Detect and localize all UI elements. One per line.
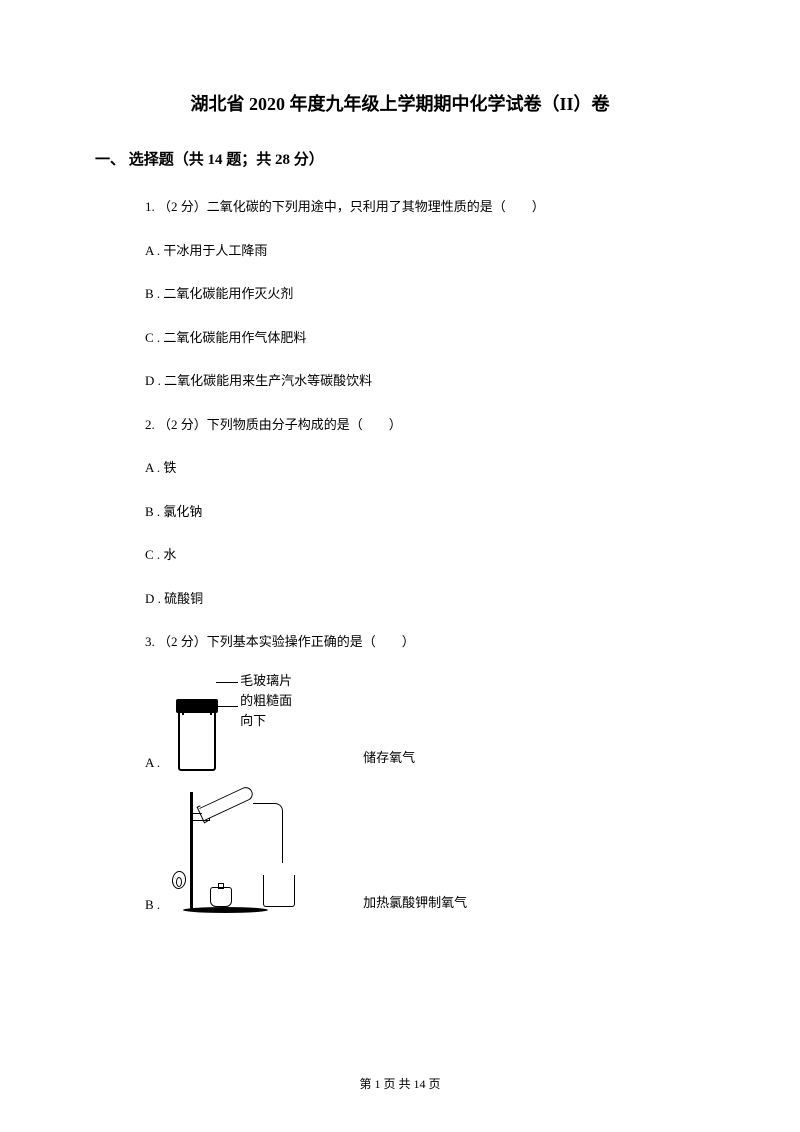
beaker-icon <box>263 875 295 907</box>
question-3: 3. （2 分）下列基本实验操作正确的是（ ） <box>145 632 705 652</box>
q3-option-a-row: A . 毛玻璃片 的粗糙面 向下 储存氧气 <box>145 676 705 771</box>
q2-option-b: B . 氯化钠 <box>145 502 705 522</box>
q3-option-a-text: 储存氧气 <box>363 747 415 766</box>
diagram-bottle: 毛玻璃片 的粗糙面 向下 <box>168 676 323 771</box>
page-title: 湖北省 2020 年度九年级上学期期中化学试卷（II）卷 <box>95 90 705 116</box>
ann-line-1: 毛玻璃片 <box>240 671 292 691</box>
q2-option-a: A . 铁 <box>145 458 705 478</box>
q2-option-c: C . 水 <box>145 545 705 565</box>
q3-option-b-label: B . <box>145 897 160 913</box>
question-2: 2. （2 分）下列物质由分子构成的是（ ） <box>145 415 705 435</box>
ann-line-2: 的粗糙面 <box>240 691 292 711</box>
ann-line-3: 向下 <box>240 711 292 731</box>
q3-option-a-label: A . <box>145 755 160 771</box>
q3-option-b-text: 加热氯酸钾制氧气 <box>363 892 467 911</box>
stand-pole-icon <box>190 792 193 910</box>
delivery-tube-icon <box>253 803 283 863</box>
q3-option-b-row: B . 加热氯酸钾制氧气 <box>145 783 705 913</box>
flame-inner-icon <box>176 877 182 887</box>
q1-option-b: B . 二氧化碳能用作灭火剂 <box>145 284 705 304</box>
q2-option-d: D . 硫酸铜 <box>145 589 705 609</box>
page-footer: 第 1 页 共 14 页 <box>0 1075 800 1092</box>
q1-option-d: D . 二氧化碳能用来生产汽水等碳酸饮料 <box>145 371 705 391</box>
question-1: 1. （2 分）二氧化碳的下列用途中，只利用了其物理性质的是（ ） <box>145 197 705 217</box>
annotation-text: 毛玻璃片 的粗糙面 向下 <box>240 671 292 731</box>
bottle-icon <box>176 699 218 771</box>
burner-icon <box>210 879 232 907</box>
stand-base-icon <box>183 907 268 913</box>
section-header: 一、 选择题（共 14 题；共 28 分） <box>95 148 705 169</box>
diagram-apparatus <box>168 783 323 913</box>
q1-option-a: A . 干冰用于人工降雨 <box>145 241 705 261</box>
q1-option-c: C . 二氧化碳能用作气体肥料 <box>145 328 705 348</box>
